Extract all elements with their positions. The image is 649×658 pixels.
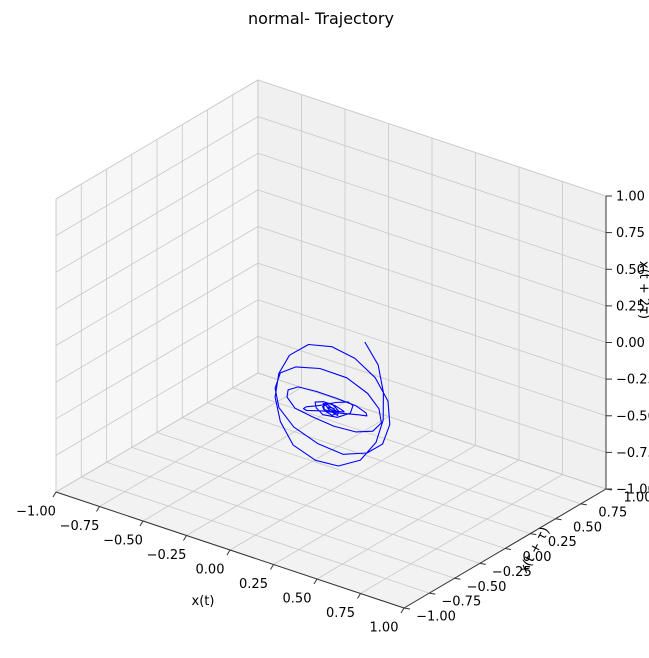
y-tick-mark bbox=[581, 504, 587, 505]
z-tick-label: −0.25 bbox=[616, 373, 649, 388]
y-tick-mark bbox=[480, 563, 486, 564]
z-tick-label: 0.75 bbox=[616, 226, 645, 241]
z-tick-label: 0.00 bbox=[616, 336, 645, 351]
axis-panes bbox=[56, 80, 606, 608]
x-tick-label: −0.50 bbox=[103, 534, 143, 549]
y-tick-mark bbox=[455, 578, 461, 579]
y-tick-mark bbox=[429, 593, 435, 594]
z-axis-label: x(t + 2τ) bbox=[636, 261, 649, 319]
z-tick-label: 1.00 bbox=[616, 190, 645, 205]
x-tick-mark bbox=[271, 565, 274, 570]
y-tick-label: 0.75 bbox=[598, 505, 627, 520]
y-tick-mark bbox=[556, 519, 562, 520]
chart-title: normal- Trajectory bbox=[248, 9, 394, 28]
y-tick-mark bbox=[505, 549, 511, 550]
y-tick-label: 0.50 bbox=[573, 520, 602, 535]
x-tick-mark bbox=[358, 594, 361, 599]
x-tick-mark bbox=[227, 550, 230, 555]
x-tick-label: 0.25 bbox=[239, 577, 268, 592]
x-tick-mark bbox=[184, 536, 187, 541]
x-tick-mark bbox=[97, 507, 100, 512]
y-tick-label: 0.25 bbox=[548, 535, 577, 550]
y-tick-label: −1.00 bbox=[416, 610, 456, 625]
x-tick-label: 0.50 bbox=[283, 592, 312, 607]
x-tick-label: 0.75 bbox=[326, 606, 355, 621]
x-tick-mark bbox=[53, 492, 56, 497]
y-tick-label: −0.75 bbox=[441, 595, 481, 610]
z-tick-label: −1.00 bbox=[616, 483, 649, 498]
x-axis-label: x(t) bbox=[192, 594, 215, 609]
x-tick-label: 1.00 bbox=[370, 621, 399, 636]
z-tick-label: −0.50 bbox=[616, 409, 649, 424]
x-tick-mark bbox=[140, 521, 143, 526]
x-tick-label: −1.00 bbox=[16, 505, 56, 520]
z-tick-label: −0.75 bbox=[616, 446, 649, 461]
x-tick-mark bbox=[314, 579, 317, 584]
x-tick-label: −0.25 bbox=[147, 548, 187, 563]
y-tick-label: −0.50 bbox=[467, 580, 507, 595]
x-tick-label: −0.75 bbox=[60, 519, 100, 534]
x-tick-label: 0.00 bbox=[196, 563, 225, 578]
x-tick-mark bbox=[401, 608, 404, 613]
y-tick-mark bbox=[404, 608, 410, 609]
